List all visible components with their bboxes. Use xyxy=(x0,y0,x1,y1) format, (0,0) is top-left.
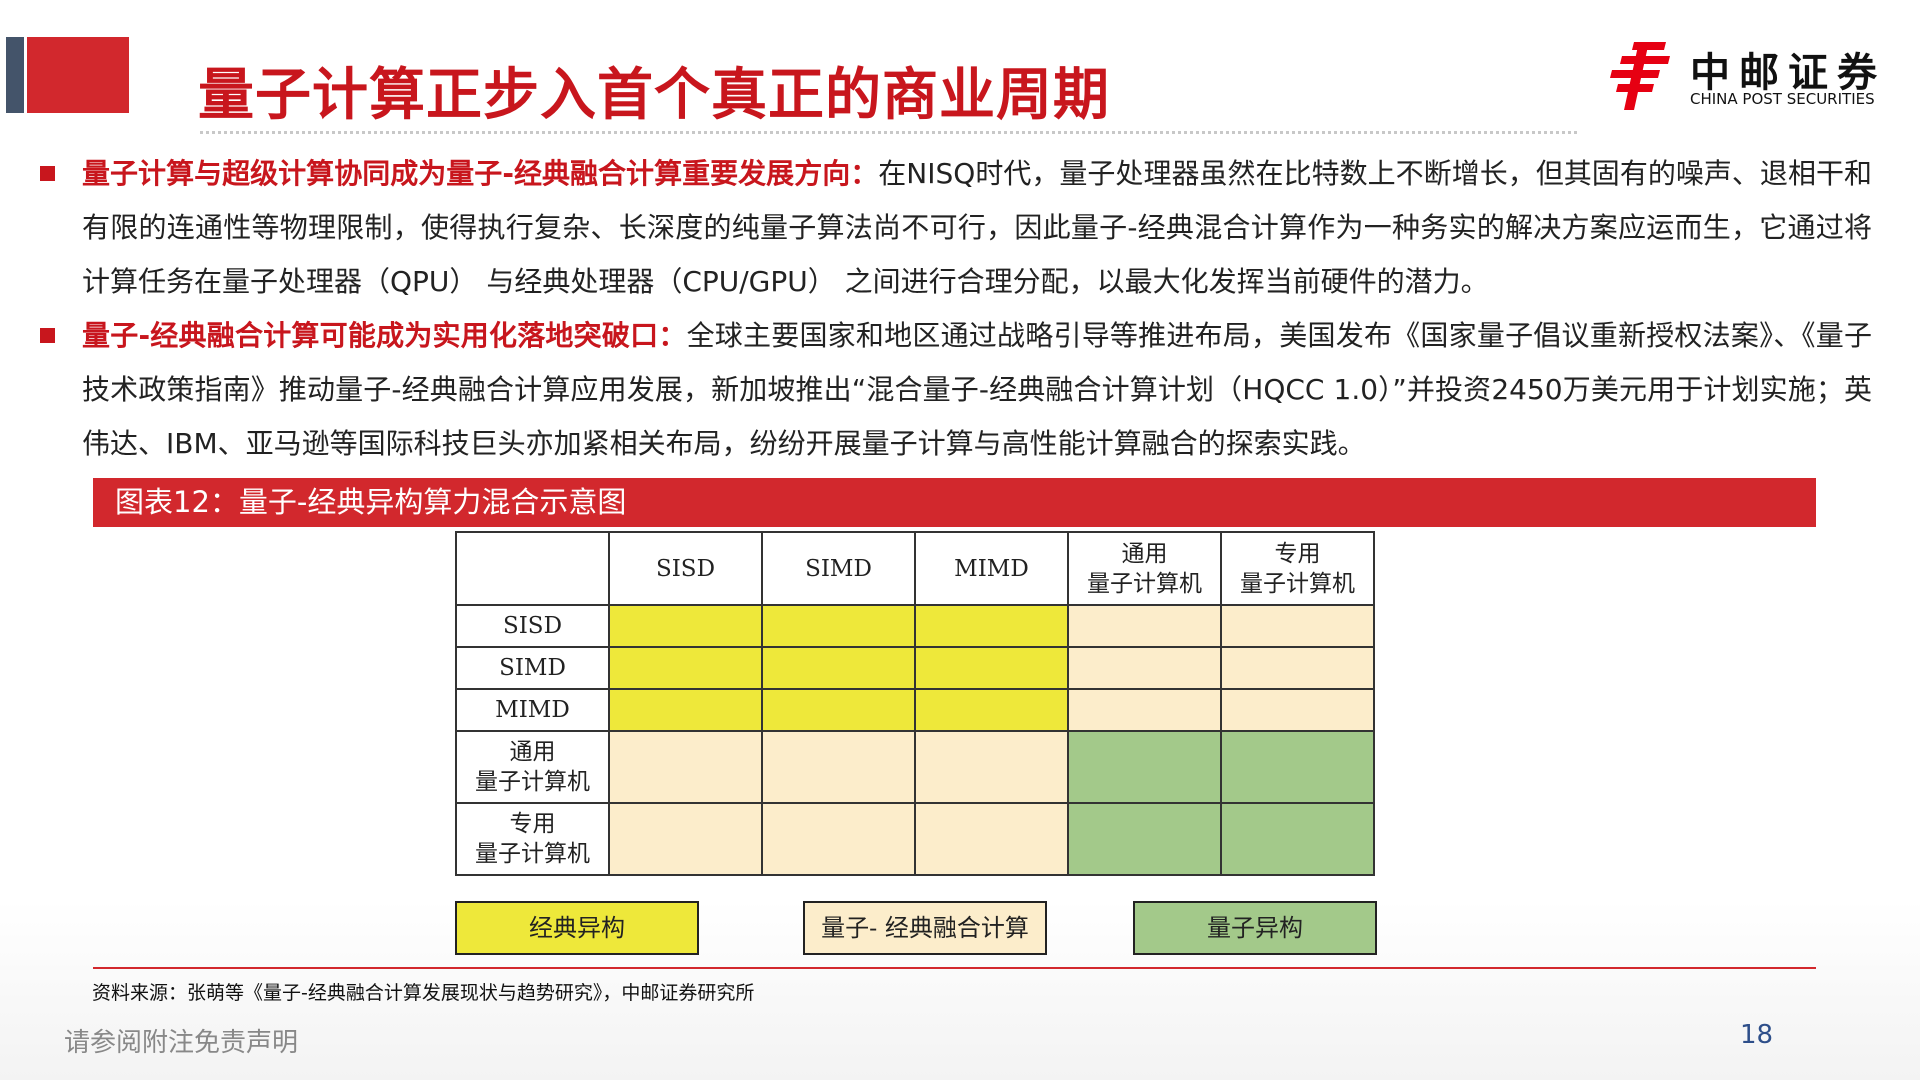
matrix-cell xyxy=(1220,730,1375,804)
row-header: SIMD xyxy=(455,646,610,690)
matrix-cell xyxy=(1067,730,1222,804)
table-row: 通用 量子计算机 xyxy=(455,730,1375,804)
matrix-cell xyxy=(608,604,763,648)
matrix-cell xyxy=(761,802,916,876)
company-logo: 中邮证券 CHINA POST SECURITIES xyxy=(1604,40,1894,112)
matrix-cell xyxy=(1220,688,1375,732)
header-accent-red-bar xyxy=(27,37,129,113)
column-header: 通用 量子计算机 xyxy=(1067,531,1222,606)
row-header: 专用 量子计算机 xyxy=(455,802,610,876)
matrix-cell xyxy=(914,646,1069,690)
column-header: MIMD xyxy=(914,531,1069,606)
matrix-cell xyxy=(914,604,1069,648)
matrix-cell xyxy=(1220,604,1375,648)
matrix-cell xyxy=(761,604,916,648)
legend-item: 量子- 经典融合计算 xyxy=(803,901,1047,955)
table-row: 专用 量子计算机 xyxy=(455,802,1375,876)
matrix-cell xyxy=(608,688,763,732)
hybrid-compute-matrix: SISD SIMD MIMD 通用 量子计算机 专用 量子计算机 SISD SIMD MIMD 通用… xyxy=(455,531,1375,876)
legend-item: 经典异构 xyxy=(455,901,699,955)
china-post-logo-icon xyxy=(1610,42,1670,110)
bullet-paragraph-1: 量子计算与超级计算协同成为量子-经典融合计算重要发展方向：在NISQ时代，量子处… xyxy=(82,157,1873,298)
table-row: SISD xyxy=(455,604,1375,648)
matrix-cell xyxy=(1220,646,1375,690)
table-row: SIMD xyxy=(455,646,1375,690)
matrix-cell xyxy=(914,688,1069,732)
legend-item: 量子异构 xyxy=(1133,901,1377,955)
column-header: SISD xyxy=(608,531,763,606)
row-header: SISD xyxy=(455,604,610,648)
bullet-paragraph-2: 量子-经典融合计算可能成为实用化落地突破口：全球主要国家和地区通过战略引导等推进… xyxy=(82,319,1872,460)
page-number: 18 xyxy=(1740,1020,1774,1050)
page-title: 量子计算正步入首个真正的商业周期 xyxy=(198,63,1110,128)
matrix-cell xyxy=(608,646,763,690)
column-header: SIMD xyxy=(761,531,916,606)
matrix-cell xyxy=(1067,646,1222,690)
row-header: 通用 量子计算机 xyxy=(455,730,610,804)
matrix-cell xyxy=(608,802,763,876)
disclaimer-link[interactable]: 请参阅附注免责声明 xyxy=(64,1028,299,1058)
matrix-cell xyxy=(1067,802,1222,876)
figure-caption: 图表12：量子-经典异构算力混合示意图 xyxy=(93,478,1816,527)
matrix-cell xyxy=(1220,802,1375,876)
title-divider xyxy=(200,131,1577,134)
row-header: MIMD xyxy=(455,688,610,732)
matrix-cell xyxy=(761,646,916,690)
matrix-cell xyxy=(914,802,1069,876)
matrix-cell xyxy=(1067,604,1222,648)
column-header xyxy=(455,531,610,606)
matrix-cell xyxy=(761,730,916,804)
matrix-cell xyxy=(914,730,1069,804)
header-accent-gray-bar xyxy=(6,37,24,113)
table-row: MIMD xyxy=(455,688,1375,732)
matrix-cell xyxy=(761,688,916,732)
matrix-cell xyxy=(1067,688,1222,732)
source-note: 资料来源：张萌等《量子-经典融合计算发展现状与趋势研究》，中邮证券研究所 xyxy=(92,982,755,1004)
bullet-icon xyxy=(40,166,55,181)
source-divider xyxy=(93,967,1816,969)
matrix-cell xyxy=(608,730,763,804)
column-header: 专用 量子计算机 xyxy=(1220,531,1375,606)
bullet-icon xyxy=(40,328,55,343)
